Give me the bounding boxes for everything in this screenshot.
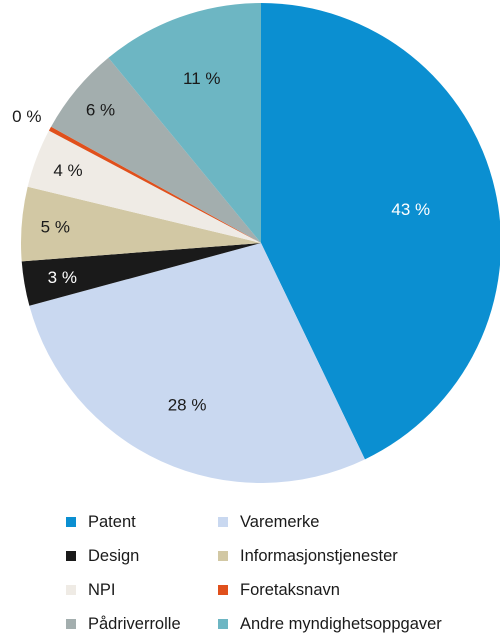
legend-item: NPI: [66, 579, 116, 601]
legend-item: Foretaksnavn: [218, 579, 340, 601]
pie-slice-patent: [261, 3, 500, 460]
legend-label: Patent: [88, 512, 136, 531]
legend-label: Varemerke: [240, 512, 320, 531]
slice-value-label: 3 %: [48, 268, 77, 287]
pie-slice-npi: [27, 130, 262, 243]
legend-item: Pådriverrolle: [66, 613, 181, 635]
legend-label: NPI: [88, 580, 116, 599]
legend-swatch: [66, 585, 76, 595]
legend-label: Design: [88, 546, 140, 565]
pie-slices: [21, 3, 500, 484]
legend-swatch: [66, 551, 76, 561]
legend-label: Foretaksnavn: [240, 580, 340, 599]
legend-swatch: [218, 517, 228, 527]
pie-slice-andre-myndighetsoppgaver: [108, 3, 262, 243]
legend-item: Patent: [66, 511, 136, 533]
pie-slice-foretaksnavn: [48, 126, 261, 243]
legend-label: Pådriverrolle: [88, 614, 181, 633]
pie-chart: 43 % 28 % 3 % 5 % 4 % 0 % 6 % 11 %: [12, 3, 500, 484]
pie-slice-varemerke: [29, 243, 365, 484]
slice-value-label: 43 %: [391, 200, 430, 219]
legend-label: Informasjonstjenester: [240, 546, 398, 565]
legend-item: Varemerke: [218, 511, 319, 533]
pie-labels: 43 % 28 % 3 % 5 % 4 % 0 % 6 % 11 %: [12, 69, 430, 414]
slice-value-label: 4 %: [53, 161, 82, 180]
legend-swatch: [66, 619, 76, 629]
legend-swatch: [66, 517, 76, 527]
legend-item: Informasjonstjenester: [218, 545, 398, 567]
slice-value-label: 6 %: [86, 101, 115, 120]
legend-swatch: [218, 585, 228, 595]
legend-item: Andre myndighetsoppgaver: [218, 613, 442, 635]
slice-value-label: 28 %: [168, 396, 207, 415]
pie-slice-design: [21, 243, 262, 306]
slice-value-label: 0 %: [12, 107, 41, 126]
legend-swatch: [218, 619, 228, 629]
slice-value-label: 11 %: [183, 69, 221, 88]
pie-slice-informasjonstjenester: [21, 186, 262, 262]
legend-item: Design: [66, 545, 139, 567]
pie-slice-p-driverrolle: [51, 57, 262, 244]
legend-swatch: [218, 551, 228, 561]
legend-label: Andre myndighetsoppgaver: [240, 614, 442, 633]
slice-value-label: 5 %: [41, 218, 70, 237]
